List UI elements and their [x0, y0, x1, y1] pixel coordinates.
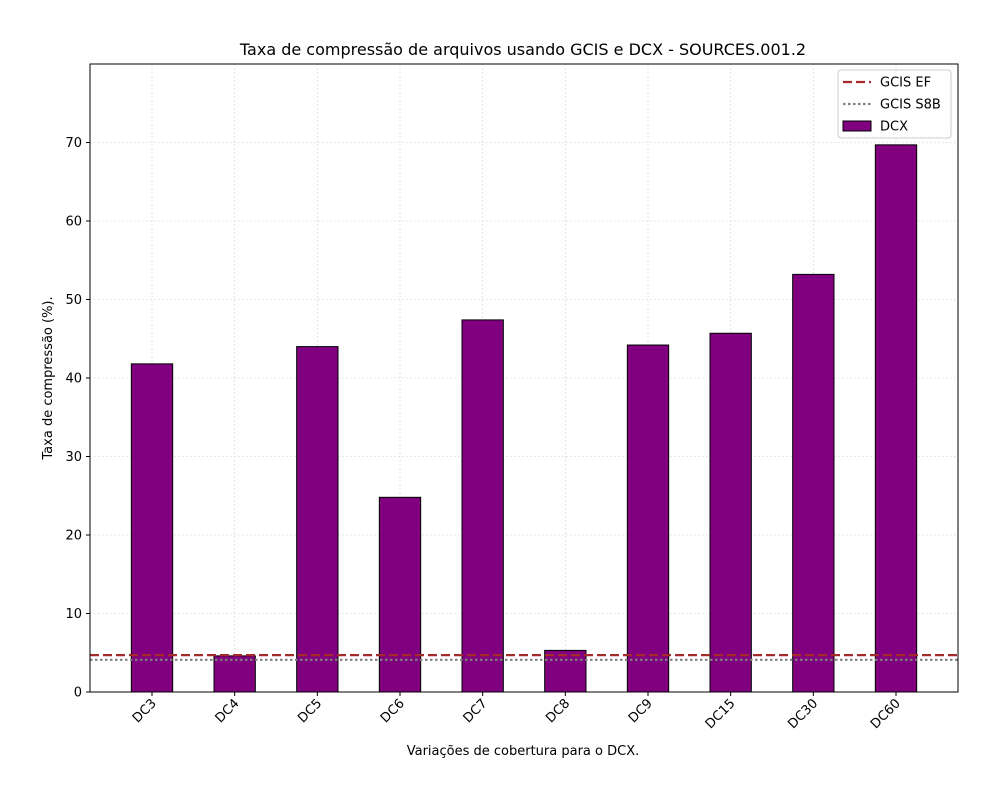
y-tick-label: 10 — [65, 607, 82, 622]
x-tick-label: DC7 — [461, 696, 491, 726]
bar-dc5 — [296, 346, 339, 693]
legend: GCIS EF GCIS S8B DCX — [837, 69, 952, 139]
bar-dc8 — [544, 649, 587, 693]
y-tick-label: 40 — [65, 372, 82, 387]
legend-swatch-bar — [842, 120, 872, 132]
legend-label: GCIS S8B — [880, 98, 941, 113]
bars — [130, 144, 918, 693]
x-tick-label: DC9 — [626, 696, 656, 726]
x-tick-label: DC6 — [378, 696, 408, 726]
legend-label: GCIS EF — [880, 76, 931, 91]
x-tick-label: DC60 — [868, 696, 904, 732]
reference-lines — [90, 654, 958, 661]
chart-title: Taxa de compressão de arquivos usando GC… — [239, 40, 806, 59]
y-tick-label: 30 — [65, 450, 82, 465]
bar-dc3 — [130, 363, 174, 693]
y-tick-label: 50 — [65, 293, 82, 308]
bar-dc6 — [378, 496, 422, 693]
x-tick-label: DC4 — [213, 696, 243, 726]
y-tick-label: 0 — [74, 686, 82, 701]
legend-label: DCX — [880, 120, 908, 135]
x-axis-title: Variações de cobertura para o DCX. — [407, 744, 640, 759]
grid — [90, 64, 958, 693]
bar-dc30 — [792, 273, 835, 693]
y-axis-title: Taxa de compressão (%). — [41, 296, 56, 460]
x-tick-label: DC8 — [543, 696, 573, 726]
bar-dc7 — [461, 319, 504, 693]
x-tick-label: DC15 — [703, 696, 739, 732]
x-tick-label: DC5 — [295, 696, 325, 726]
y-tick-label: 70 — [65, 136, 82, 151]
bar-dc15 — [709, 332, 752, 693]
bar-dc60 — [874, 144, 918, 693]
x-tick-label: DC3 — [130, 696, 160, 726]
y-tick-label: 60 — [65, 215, 82, 230]
x-tick-label: DC30 — [785, 696, 821, 732]
bar-dc9 — [626, 344, 670, 693]
bar-dc4 — [213, 655, 256, 693]
y-tick-label: 20 — [65, 529, 82, 544]
